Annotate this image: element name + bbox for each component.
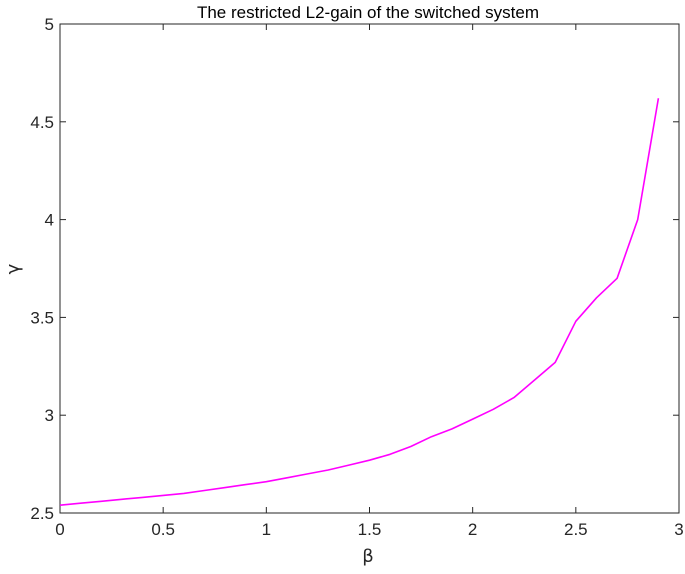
chart-title: The restricted L2-gain of the switched s… <box>197 3 539 22</box>
x-tick-label: 3 <box>674 520 683 539</box>
y-tick-label: 3 <box>45 406 54 425</box>
x-tick-label: 0 <box>55 520 64 539</box>
x-axis-ticks: 0 0.5 1 1.5 2 2.5 3 <box>55 24 684 539</box>
y-axis-ticks: 2.5 3 3.5 4 4.5 5 <box>30 15 679 523</box>
y-tick-label: 3.5 <box>30 308 54 327</box>
y-tick-label: 4.5 <box>30 113 54 132</box>
x-tick-label: 1.5 <box>358 520 382 539</box>
series-line <box>59 98 660 506</box>
x-axis-label: β <box>362 546 374 567</box>
series-layer <box>59 98 660 506</box>
plot-area <box>59 23 680 514</box>
y-tick-label: 2.5 <box>30 504 54 523</box>
x-tick-label: 0.5 <box>151 520 175 539</box>
x-tick-label: 2 <box>468 520 477 539</box>
y-axis-label: γ <box>3 263 24 274</box>
x-tick-label: 1 <box>262 520 271 539</box>
y-tick-label: 5 <box>45 15 54 34</box>
x-tick-label: 2.5 <box>564 520 588 539</box>
y-tick-label: 4 <box>45 211 54 230</box>
